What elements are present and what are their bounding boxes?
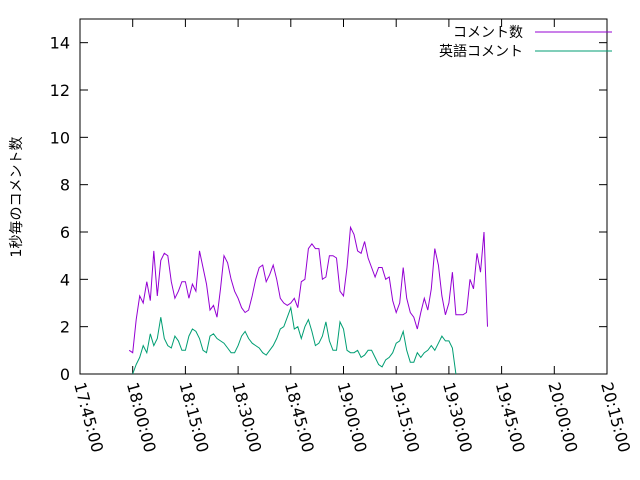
x-tick-label: 18:15:00 (176, 380, 213, 454)
y-tick-label: 0 (60, 365, 70, 384)
x-tick-label: 17:45:00 (70, 380, 107, 454)
legend-label-2: 英語コメント (439, 43, 523, 60)
x-tick-label: 18:45:00 (281, 380, 318, 454)
y-tick-label: 8 (60, 176, 70, 195)
y-tick-label: 10 (50, 128, 70, 147)
x-tick-label: 19:30:00 (439, 380, 476, 454)
series-line-1 (128, 225, 488, 354)
x-tick-label: 20:00:00 (544, 380, 581, 454)
y-tick-label: 14 (50, 34, 70, 53)
x-tick-label: 18:00:00 (123, 380, 160, 454)
y-tick-label: 4 (60, 270, 70, 289)
y-tick-label: 12 (50, 81, 70, 100)
y-tick-label: 6 (60, 223, 70, 242)
x-tick-label: 19:45:00 (492, 380, 529, 454)
plot-frame (79, 18, 608, 375)
x-tick-label: 18:30:00 (228, 380, 265, 454)
x-tick-label: 19:15:00 (386, 380, 423, 454)
series-lines (128, 225, 488, 375)
axes: 0 2 4 6 8 10 12 14 17:45:00 18:00:00 18:15:00 18:30… (50, 18, 634, 454)
y-axis-label: 1秒毎のコメント数 (9, 137, 25, 258)
series-line-2 (132, 305, 457, 375)
x-tick-label: 20:15:00 (597, 380, 634, 454)
y-tick-label: 2 (60, 318, 70, 337)
x-tick-label: 19:00:00 (334, 380, 371, 454)
legend-label-1: コメント数 (453, 25, 523, 41)
